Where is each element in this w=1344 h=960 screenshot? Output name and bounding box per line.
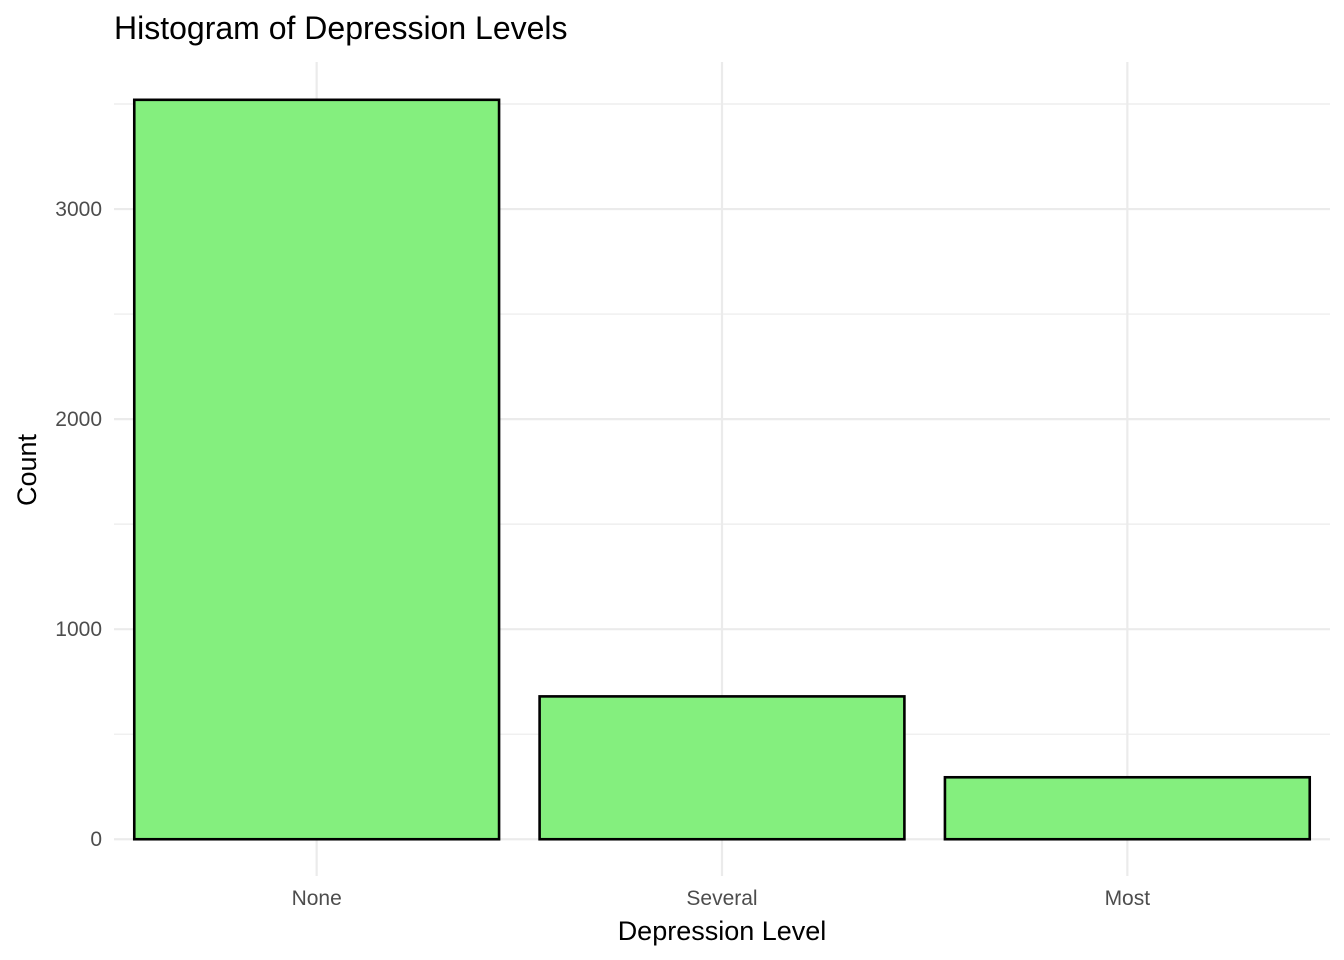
x-tick-label: None (292, 887, 342, 910)
y-tick-label: 1000 (55, 618, 102, 641)
x-tick-label: Most (1105, 887, 1151, 910)
y-tick-label: 0 (90, 828, 102, 851)
y-tick-label: 3000 (55, 198, 102, 221)
bar-most (943, 775, 1312, 841)
y-tick-label: 2000 (55, 408, 102, 431)
x-tick-label: Several (686, 887, 757, 910)
chart-title: Histogram of Depression Levels (114, 10, 568, 46)
x-axis-title: Depression Level (618, 916, 827, 946)
bars (132, 98, 1312, 841)
bar-several (538, 695, 906, 841)
bar-none (132, 98, 501, 841)
tick-labels: 0 1000 2000 3000 None Several Most (55, 198, 1150, 910)
y-axis-title: Count (12, 433, 42, 506)
